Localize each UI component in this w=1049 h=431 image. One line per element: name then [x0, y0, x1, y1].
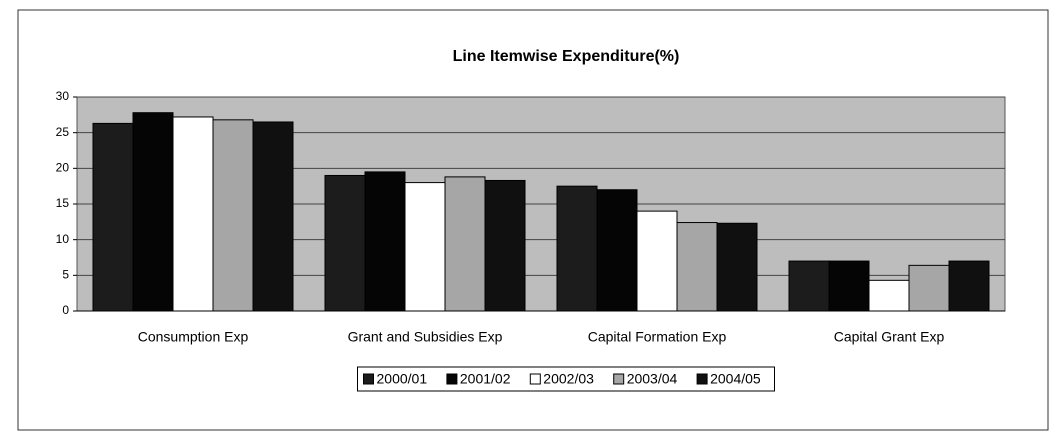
bar — [556, 185, 598, 312]
bar — [364, 171, 406, 312]
bar — [172, 116, 214, 312]
x-tick-label: Consumption Exp — [138, 329, 249, 345]
bar — [908, 264, 950, 312]
bar — [252, 121, 294, 312]
y-tick-label: 20 — [56, 161, 70, 175]
x-tick-label: Grant and Subsidies Exp — [348, 329, 503, 345]
bar — [444, 176, 486, 312]
legend-label: 2002/03 — [543, 371, 594, 387]
x-tick-label: Capital Formation Exp — [588, 329, 727, 345]
bar — [92, 122, 134, 312]
bar — [596, 189, 638, 312]
y-tick-label: 30 — [56, 89, 70, 103]
bar — [132, 112, 174, 312]
legend-swatch — [446, 373, 458, 385]
bar — [676, 222, 718, 312]
bar — [948, 260, 990, 312]
bar — [484, 179, 526, 312]
legend-label: 2001/02 — [460, 371, 511, 387]
bar — [788, 260, 830, 312]
bar — [828, 260, 870, 312]
x-tick-label: Capital Grant Exp — [834, 329, 945, 345]
legend-swatch — [363, 373, 374, 385]
bar — [868, 279, 910, 312]
y-tick-label: 0 — [62, 303, 69, 317]
y-tick-label: 15 — [56, 196, 70, 210]
legend-swatch — [529, 373, 541, 385]
legend-label: 2004/05 — [710, 371, 761, 387]
legend-label: 2003/04 — [627, 371, 678, 387]
legend-swatch — [613, 373, 625, 385]
y-tick-label: 10 — [56, 232, 70, 246]
bar — [636, 210, 678, 312]
bar — [324, 174, 366, 312]
bar — [404, 182, 446, 312]
y-tick-label: 5 — [62, 268, 69, 282]
legend-swatch — [696, 373, 708, 385]
bar — [212, 119, 254, 312]
bar — [716, 222, 758, 312]
y-tick-label: 25 — [56, 125, 70, 139]
chart-title: Line Itemwise Expenditure(%) — [453, 48, 680, 65]
legend-label: 2000/01 — [377, 371, 428, 387]
